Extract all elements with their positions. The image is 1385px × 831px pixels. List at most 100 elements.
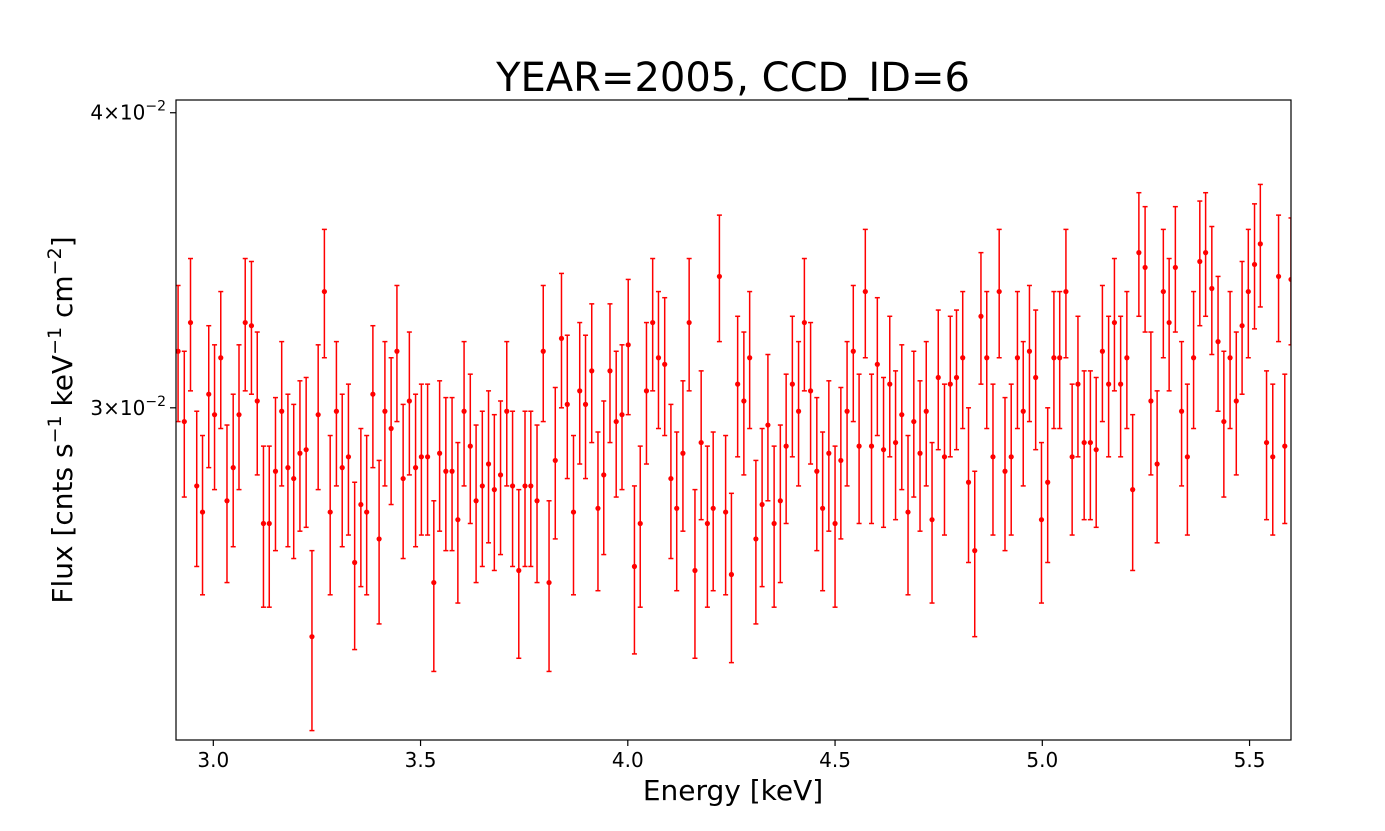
data-point: [1233, 398, 1239, 404]
data-point: [1124, 355, 1130, 361]
data-point: [199, 509, 206, 515]
data-point: [1081, 439, 1087, 446]
data-point: [917, 450, 923, 456]
data-point: [1263, 439, 1270, 446]
data-point: [485, 461, 492, 467]
data-point: [728, 571, 735, 578]
data-point: [321, 288, 327, 295]
data-point: [607, 368, 613, 374]
data-point: [862, 288, 868, 295]
data-point: [972, 548, 978, 554]
data-point: [923, 408, 929, 414]
data-point: [552, 457, 558, 464]
data-point: [370, 391, 376, 397]
data-point: [291, 475, 297, 482]
data-point: [880, 447, 887, 453]
x-axis-label: Energy [keV]: [643, 774, 823, 807]
data-point: [874, 361, 880, 367]
data-point: [1002, 468, 1008, 474]
data-point: [941, 454, 948, 460]
data-point: [364, 509, 370, 515]
data-point: [1008, 454, 1014, 460]
data-point: [686, 319, 692, 326]
data-point: [339, 465, 345, 471]
data-point: [735, 381, 741, 387]
data-point: [491, 487, 497, 493]
data-point: [947, 381, 953, 387]
data-point: [509, 483, 516, 489]
data-point: [236, 412, 242, 418]
data-point: [1184, 454, 1190, 460]
data-point: [437, 450, 443, 456]
data-point: [1063, 288, 1069, 295]
data-point: [795, 408, 802, 414]
data-point: [327, 509, 333, 515]
data-point: [1093, 447, 1099, 453]
data-point: [680, 450, 686, 456]
data-point: [1288, 276, 1291, 283]
data-point: [844, 408, 850, 414]
data-point: [1178, 408, 1185, 414]
data-point: [838, 457, 844, 464]
data-point: [704, 520, 710, 527]
data-point: [887, 381, 893, 387]
data-point: [394, 348, 400, 354]
data-point: [814, 468, 820, 474]
data-point: [655, 355, 662, 361]
data-point: [643, 388, 650, 394]
data-point: [753, 536, 759, 542]
data-point: [176, 348, 181, 354]
data-point: [582, 401, 589, 407]
data-point: [1111, 319, 1118, 326]
data-point: [1020, 408, 1026, 414]
data-point: [850, 348, 856, 354]
data-point: [1239, 323, 1245, 329]
data-point: [996, 288, 1002, 295]
data-point: [461, 408, 467, 414]
data-point: [650, 319, 656, 326]
data-point: [279, 408, 285, 414]
data-point: [425, 454, 431, 460]
plot-frame: [175, 99, 1292, 741]
data-point: [418, 454, 424, 460]
data-point: [953, 374, 960, 381]
data-point: [1099, 348, 1106, 354]
data-point: [504, 408, 510, 414]
data-point: [303, 447, 309, 453]
data-point: [382, 408, 388, 414]
data-point: [443, 468, 449, 474]
data-point: [194, 483, 200, 489]
x-axis: 3.0 3.5 4.0 4.5 5.0 5.5: [197, 740, 1265, 772]
data-point: [1136, 250, 1142, 256]
data-point: [789, 381, 795, 387]
data-point: [692, 567, 698, 574]
data-point: [747, 355, 753, 361]
data-point: [449, 468, 455, 474]
data-point: [1033, 374, 1039, 381]
data-point: [1275, 273, 1282, 280]
data-point: [315, 412, 321, 418]
data-point: [807, 388, 814, 394]
data-point: [479, 483, 485, 489]
data-point: [1197, 258, 1203, 265]
data-point: [1227, 355, 1233, 361]
data-point: [1026, 348, 1033, 354]
data-point: [467, 443, 473, 449]
data-point: [218, 355, 224, 361]
data-point: [619, 412, 625, 418]
data-point: [577, 388, 583, 394]
data-point: [741, 398, 747, 404]
data-point: [1075, 381, 1081, 387]
data-point: [1142, 264, 1148, 271]
data-point: [181, 418, 187, 425]
data-point: [211, 412, 218, 418]
x-tick-label: 4.5: [819, 748, 851, 772]
data-point: [820, 505, 826, 511]
data-point: [777, 498, 783, 504]
data-point: [400, 475, 406, 482]
data-point: [990, 454, 996, 460]
data-point: [1069, 454, 1075, 460]
data-point: [1166, 319, 1172, 326]
data-point: [759, 501, 765, 508]
